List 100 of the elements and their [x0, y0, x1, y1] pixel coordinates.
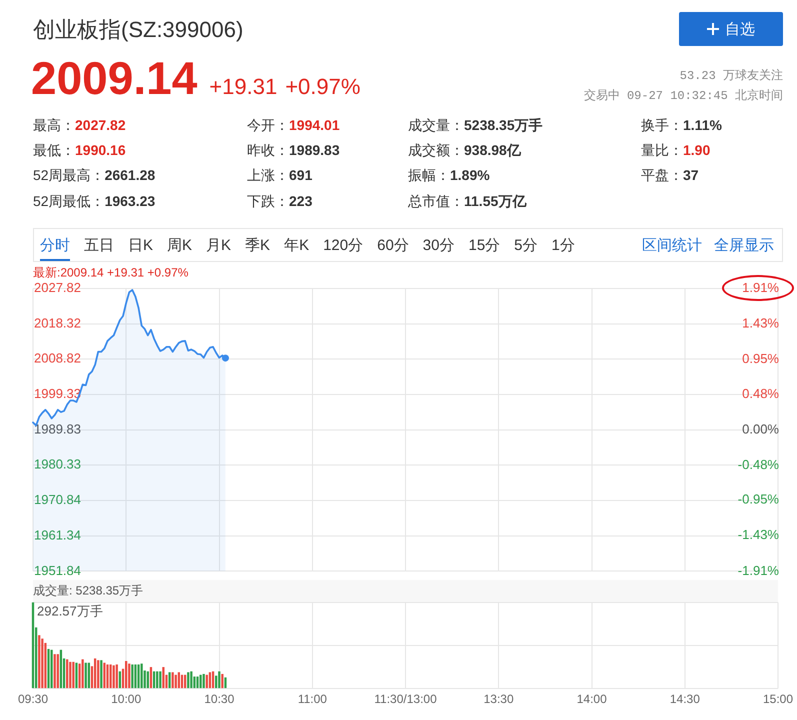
text: 平盘： [641, 167, 683, 183]
text: 2027.82 [75, 117, 126, 133]
bar [218, 671, 220, 688]
y2-tick-label: 0.00% [742, 421, 780, 436]
bar [128, 664, 130, 688]
bar [187, 672, 190, 688]
text: 2009.14 [31, 52, 198, 104]
text: 120分 [323, 236, 364, 254]
text: 换手： [641, 117, 683, 133]
text: 创业板指(SZ:399006) [33, 16, 244, 44]
text: 周K [167, 236, 192, 254]
bar [215, 676, 218, 688]
bar [202, 674, 205, 688]
y-tick-label: 1970.84 [34, 492, 81, 508]
y-tick-label: 1980.33 [34, 456, 81, 472]
text: 振幅： [408, 167, 450, 183]
bar [116, 664, 118, 688]
text: 2661.28 [104, 167, 156, 183]
text: 季K [245, 236, 270, 254]
bar [140, 664, 143, 688]
text: 总市值： [408, 193, 464, 209]
bar [84, 662, 87, 688]
text: 交易中 09-27 10:32:45 北京时间 [584, 88, 783, 105]
text: 年K [284, 236, 310, 254]
text: 1.90 [683, 142, 710, 158]
y-tick-label: 1989.83 [34, 421, 81, 436]
add-button: 自选 [679, 12, 783, 46]
y-tick-label: 1951.84 [34, 562, 81, 578]
text: 60分 [377, 236, 409, 254]
text: 上涨： [247, 167, 289, 183]
text: 成交额： [408, 142, 464, 158]
bar [88, 662, 90, 688]
bar [112, 665, 115, 688]
text: 1.89% [450, 167, 490, 183]
text: 5分 [514, 236, 538, 254]
text: 今开： [247, 117, 289, 133]
bar [208, 672, 212, 688]
text: 量比： [641, 142, 683, 158]
text: 5238.35万手 [464, 117, 543, 133]
chart-title: 成交量: 5238.35万手 [33, 584, 144, 598]
text: 昨收： [247, 142, 289, 158]
y2-tick-label: -0.95% [738, 492, 780, 507]
bar [103, 662, 106, 688]
bar [156, 671, 158, 688]
bar [100, 660, 102, 688]
text: 52周最低： [33, 193, 105, 209]
y-tick-label: 2027.82 [34, 280, 81, 295]
text: 下跌： [247, 193, 289, 209]
bar [66, 659, 68, 688]
bar [190, 671, 192, 688]
text: 223 [289, 193, 312, 209]
text: 30分 [422, 236, 454, 254]
bar [54, 654, 56, 688]
text: 11.55万亿 [464, 193, 526, 209]
bar [41, 638, 44, 688]
bar [38, 635, 40, 688]
text: 分时 [40, 236, 70, 254]
text: 938.98亿 [464, 142, 521, 158]
y2-tick-label: 0.48% [742, 386, 780, 401]
bar [56, 654, 59, 688]
text: 日K [128, 236, 154, 254]
text: 最高： [33, 117, 75, 133]
text: 1990.16 [75, 142, 126, 158]
chart-title: 最新:2009.14 +19.31 +0.97% [33, 266, 189, 280]
x-tick-label: 15:00 [762, 692, 794, 706]
bar [221, 674, 224, 688]
y2-tick-label: 1.91% [742, 280, 780, 295]
bar [206, 674, 208, 688]
text: 1994.01 [289, 117, 340, 133]
y2-tick-label: -0.48% [738, 456, 780, 472]
text: +19.31 [209, 74, 278, 100]
bar [82, 659, 84, 688]
x-tick-label: 11:00 [298, 692, 328, 706]
text: 最低： [33, 142, 75, 158]
x-tick-label: 14:30 [670, 692, 700, 706]
x-tick-label: 10:30 [204, 692, 235, 706]
text: 15分 [468, 236, 500, 254]
text: 53.23 万球友关注 [678, 68, 783, 85]
x-tick-label: 13:30 [484, 692, 514, 706]
x-tick-label: 09:30 [18, 692, 48, 706]
text: 1分 [552, 236, 575, 254]
text: 1.11% [683, 117, 722, 133]
text: 1963.23 [104, 193, 156, 209]
y2-tick-label: -1.43% [738, 527, 780, 542]
text: 五日 [84, 236, 114, 254]
x-tick-label: 10:00 [111, 692, 142, 706]
y-tick-label: 1961.34 [34, 527, 81, 542]
y-tick-label: 2018.32 [34, 315, 81, 330]
y-tick-label: 2008.82 [34, 350, 81, 366]
bar [172, 672, 174, 688]
bar [97, 660, 100, 688]
text: 全屏显示 [714, 236, 774, 254]
text: 成交量： [408, 117, 464, 133]
annotation: 292.57万手 [37, 603, 103, 618]
text: 区间统计 [642, 236, 702, 254]
text: 52周最高： [33, 167, 105, 183]
y2-tick-label: -1.91% [738, 562, 780, 578]
bar [178, 672, 180, 688]
bar [75, 662, 78, 688]
text: 37 [683, 167, 699, 183]
